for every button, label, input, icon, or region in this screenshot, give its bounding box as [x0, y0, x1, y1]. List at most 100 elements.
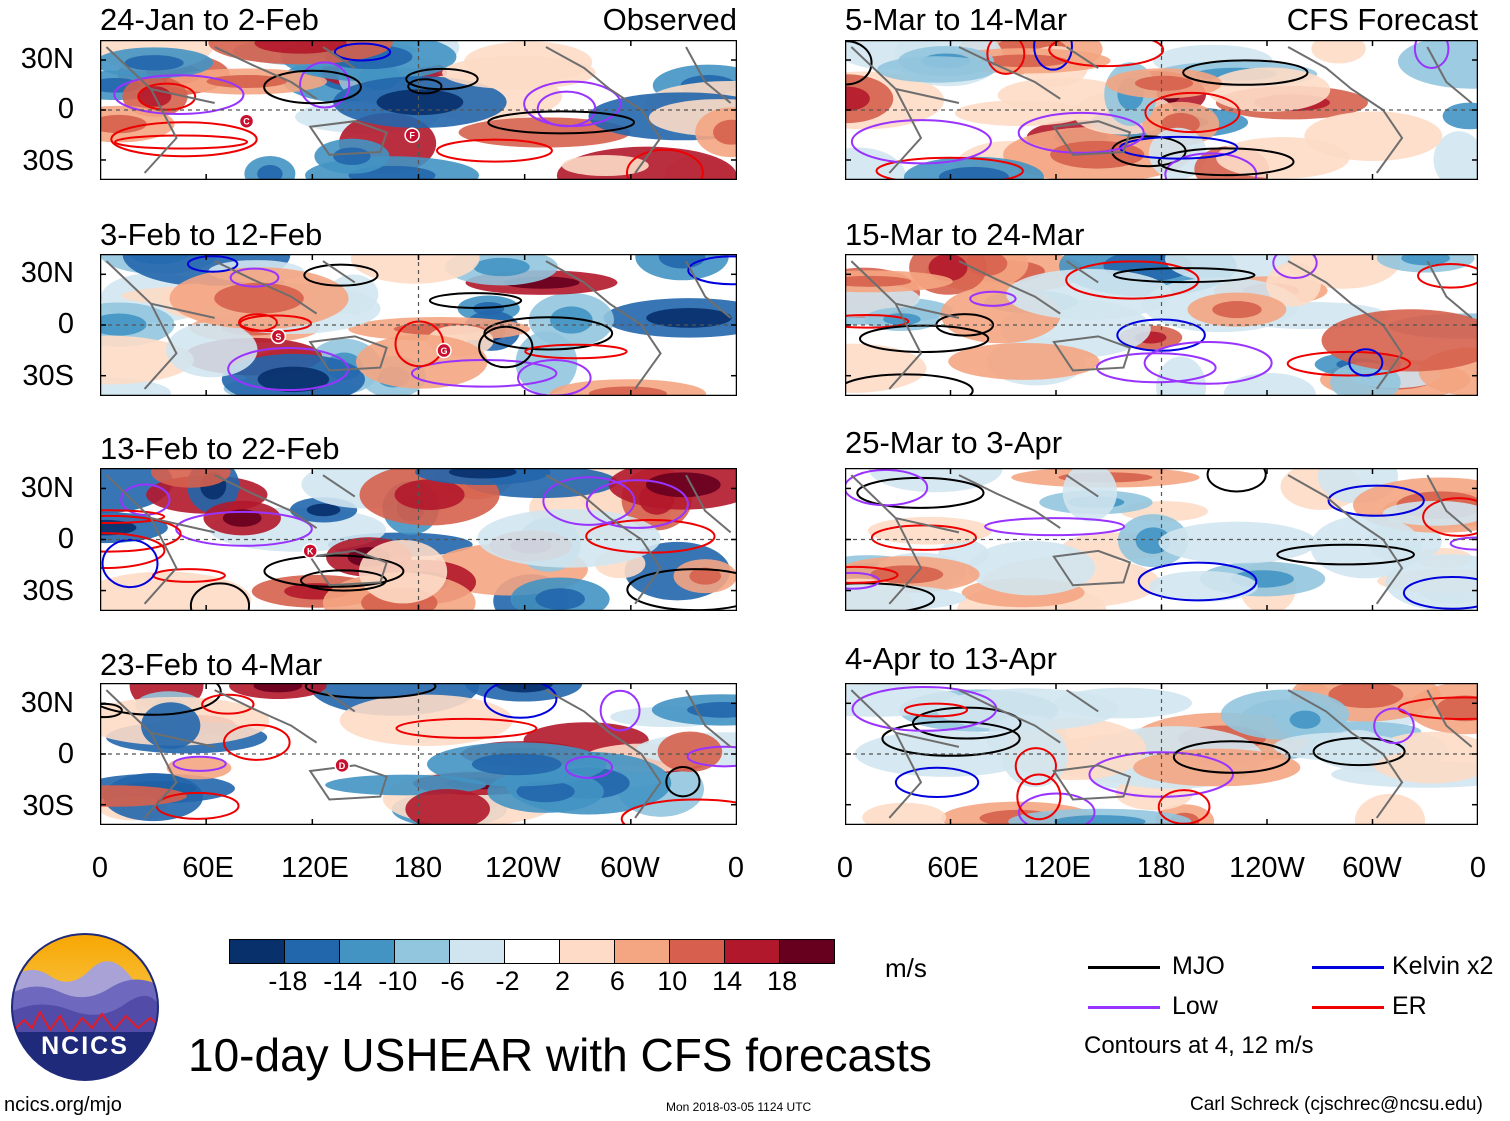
wave-contour: [1157, 789, 1211, 825]
shear-anomaly-blob: [515, 331, 578, 394]
wave-contour: [1422, 497, 1478, 537]
coastline: [685, 46, 732, 104]
shear-anomaly-blob: [845, 584, 966, 611]
shear-anomaly-core: [333, 147, 371, 166]
shear-anomaly-core: [928, 254, 968, 282]
cfs-forecast-label: CFS Forecast: [1286, 2, 1478, 37]
wave-contour: [186, 255, 239, 273]
shear-anomaly-blob: [100, 571, 252, 611]
footer-site-link[interactable]: ncics.org/mjo: [4, 1094, 122, 1116]
shear-anomaly-blob: [1156, 356, 1207, 396]
footer-credit: Carl Schreck (cjschrec@ncsu.edu): [1190, 1094, 1483, 1115]
shear-anomaly-core: [100, 313, 147, 336]
legend-low-label: Low: [1172, 992, 1218, 1020]
shear-anomaly-core: [1135, 75, 1194, 91]
shear-anomaly-core: [394, 479, 465, 511]
wave-contour: [1014, 747, 1057, 786]
lon-label-180: 180: [1136, 852, 1186, 884]
shear-anomaly-blob: [1354, 793, 1426, 825]
map-panel-forecast-2: [845, 254, 1478, 396]
colorbar-tick-label: 6: [609, 966, 625, 996]
wave-contour: [620, 798, 737, 825]
shear-anomaly-core: [1212, 301, 1262, 319]
shear-anomaly-core: [257, 366, 330, 393]
shear-anomaly-blob: [968, 540, 1096, 596]
colorbar-tick-label: 18: [767, 966, 798, 996]
panel-title-obs-3: 13-Feb to 22-Feb: [100, 431, 340, 466]
wave-contour: [100, 514, 182, 553]
wave-contour: [687, 255, 737, 286]
shear-anomaly-core: [645, 472, 721, 498]
wave-contour: [858, 324, 990, 353]
coastline: [850, 260, 960, 390]
coastline: [214, 260, 356, 315]
lon-label-120w: 120W: [485, 852, 561, 884]
colorbar-cell: [780, 940, 834, 963]
wave-contour: [100, 509, 166, 525]
ncics-logo: NCICS: [10, 932, 160, 1082]
wave-contour: [850, 119, 992, 165]
lon-label-0-end: 0: [1469, 852, 1487, 884]
lon-label-60w: 60W: [1342, 852, 1402, 884]
coastline: [214, 474, 356, 529]
coastline: [1426, 260, 1473, 319]
shear-anomaly-core: [938, 166, 1009, 180]
wave-contour: [175, 510, 313, 547]
shear-anomaly-blob: [405, 789, 491, 825]
shear-anomaly-core: [535, 588, 585, 610]
shear-anomaly-blob: [1442, 102, 1478, 130]
wave-contour: [903, 702, 969, 718]
panel-title-obs-2: 3-Feb to 12-Feb: [100, 217, 323, 252]
colorbar-cell: [725, 940, 780, 963]
storm-marker: G: [436, 342, 452, 359]
shear-anomaly-blob: [150, 468, 231, 488]
panel-title-fc-1: 5-Mar to 14-Mar: [845, 2, 1068, 37]
shear-anomaly-core: [658, 254, 706, 269]
wave-contour: [536, 90, 597, 128]
main-title: 10-day USHEAR with CFS forecasts: [188, 1029, 932, 1081]
coastline: [1287, 260, 1404, 390]
colorbar-cell: [395, 940, 450, 963]
shear-anomaly-core: [550, 306, 593, 334]
coastline: [545, 689, 662, 819]
wave-contour: [599, 689, 641, 732]
shear-anomaly-blob: [845, 343, 927, 393]
shear-anomaly-blob: [477, 509, 661, 568]
wave-contour: [524, 343, 628, 360]
shear-anomaly-blob: [1216, 137, 1350, 179]
colorbar-units: m/s: [885, 953, 927, 983]
shear-anomaly-blob: [1311, 40, 1366, 64]
storm-marker-letter: C: [243, 117, 250, 127]
shear-anomaly-core: [845, 275, 912, 287]
coastline: [1052, 764, 1132, 801]
wave-contour: [1017, 111, 1145, 154]
legend-contour-note: Contours at 4, 12 m/s: [1084, 1032, 1314, 1059]
coastline: [1052, 335, 1132, 372]
wave-contour: [1048, 40, 1165, 68]
colorbar-tick-label: -2: [495, 966, 520, 996]
coastline: [105, 260, 215, 390]
wave-contour: [1033, 40, 1073, 71]
wave-contour: [1112, 267, 1256, 284]
shear-anomaly-core: [253, 683, 303, 693]
lat-label-30s: 30S: [22, 575, 74, 607]
shear-anomaly-blob: [1207, 67, 1331, 112]
storm-marker-letter: F: [409, 131, 415, 141]
map-panel-forecast-4: [845, 683, 1478, 825]
wave-contour: [969, 290, 1017, 307]
wave-contour: [478, 325, 534, 369]
storm-marker-letter: K: [307, 546, 314, 556]
shear-anomaly-blob: [350, 254, 480, 284]
legend-kelvin-line: [1312, 966, 1384, 969]
shear-anomaly-blob: [355, 334, 488, 389]
shear-anomaly-core: [214, 282, 304, 314]
wave-contour: [189, 582, 251, 611]
shear-anomaly-core: [254, 40, 347, 54]
wave-contour: [201, 693, 255, 715]
shear-anomaly-blob: [1273, 732, 1407, 761]
shear-anomaly-blob: [100, 785, 187, 807]
wave-contour: [894, 766, 980, 799]
wave-contour: [405, 67, 479, 91]
